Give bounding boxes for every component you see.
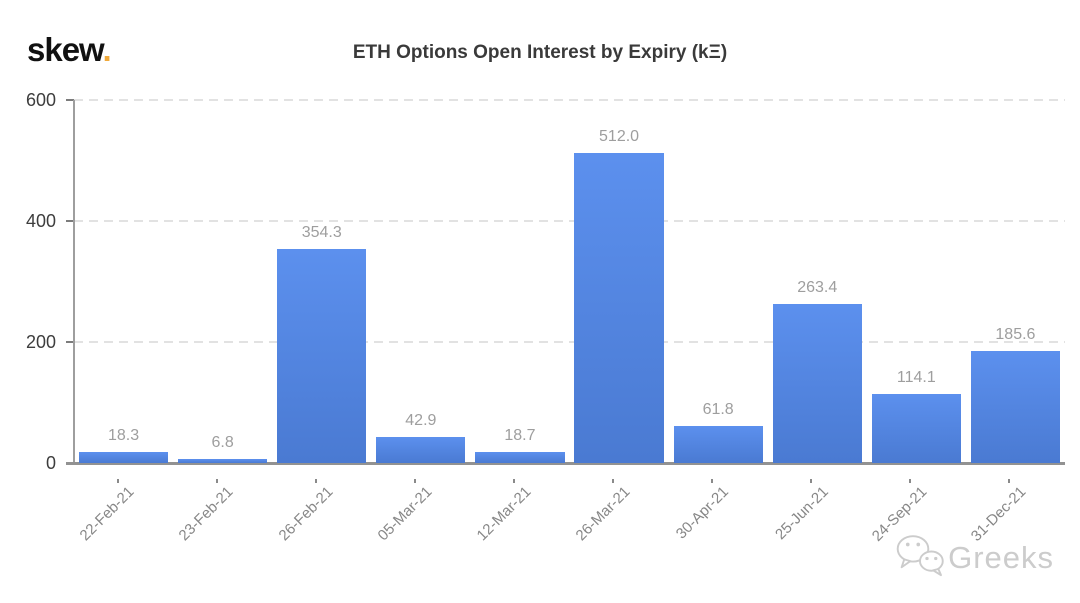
bar-value-label: 6.8: [211, 433, 234, 451]
y-axis-tick-label: 400: [25, 211, 56, 231]
x-axis-tick: [909, 479, 912, 483]
x-axis-label-text: 23-Feb-21: [175, 483, 237, 545]
bar-value-label: 18.3: [107, 426, 140, 444]
gridline-200: [74, 341, 1065, 343]
bar: [574, 153, 664, 463]
y-axis-tick: [66, 220, 74, 222]
y-axis-tick: [66, 99, 74, 101]
bar-slot: 6.8: [173, 100, 272, 463]
watermark: Greeks: [892, 531, 1054, 584]
bar-slot: 185.6: [966, 100, 1065, 463]
x-axis-tick: [314, 479, 317, 483]
bar-value-label: 18.7: [504, 426, 536, 444]
bar: [78, 451, 169, 463]
y-axis-tick: [66, 341, 74, 343]
x-axis-label-text: 22-Feb-21: [76, 483, 138, 545]
bar-slot: 114.1: [867, 100, 966, 463]
x-axis-label-text: 26-Feb-21: [275, 483, 337, 545]
x-axis-tick: [1008, 479, 1011, 483]
bar-value-label: 185.6: [995, 325, 1036, 343]
bar-slot: 263.4: [768, 100, 867, 463]
bar-slot: 18.7: [470, 100, 569, 463]
bar: [871, 393, 961, 463]
gridline-600: [74, 99, 1065, 101]
bar: [475, 451, 565, 463]
gridline-400: [74, 220, 1065, 222]
bar-value-label: 114.1: [896, 368, 936, 386]
x-axis-tick: [810, 479, 813, 483]
watermark-text: Greeks: [948, 539, 1054, 575]
bar-value-label: 42.9: [405, 412, 437, 430]
x-axis-label-text: 25-Jun-21: [771, 483, 832, 544]
bar-value-label: 61.8: [702, 400, 734, 418]
bar-slot: 18.3: [74, 100, 173, 463]
y-axis-line: [73, 100, 75, 463]
bar-value-label: 512.0: [599, 128, 640, 146]
bar-slot: 354.3: [272, 100, 371, 463]
skew-logo-text: skew: [27, 31, 104, 68]
bar-value-label: 263.4: [797, 278, 838, 296]
x-axis-label-text: 26-Mar-21: [572, 483, 634, 545]
x-axis-tick: [116, 479, 119, 483]
chart-title: ETH Options Open Interest by Expiry (kΞ): [352, 42, 728, 63]
x-axis-label-text: 05-Mar-21: [374, 483, 436, 545]
x-axis-tick: [612, 479, 615, 483]
bar: [772, 303, 862, 463]
y-axis-tick-label: 200: [25, 332, 56, 352]
bar-slot: 512.0: [570, 100, 669, 463]
x-axis-tick: [512, 479, 515, 483]
y-axis-tick-label: 600: [25, 90, 56, 110]
bar: [970, 350, 1061, 463]
bar: [277, 248, 367, 463]
bar: [178, 458, 268, 463]
bar-slot: 42.9: [371, 100, 470, 463]
skew-logo: skew.: [27, 31, 112, 68]
x-axis-tick: [413, 479, 416, 483]
x-axis-tick: [215, 479, 218, 483]
bar: [376, 437, 466, 463]
skew-logo-dot: .: [102, 31, 112, 68]
x-axis-label-text: 12-Mar-21: [473, 483, 535, 545]
bar-value-label: 354.3: [301, 223, 342, 241]
wechat-icon: [892, 531, 948, 584]
x-axis-line: [66, 462, 1065, 465]
y-axis-tick-label: 0: [45, 453, 56, 473]
bar-slot: 61.8: [669, 100, 768, 463]
bar: [673, 425, 763, 463]
x-axis-tick: [711, 479, 714, 483]
x-axis-label-text: 30-Apr-21: [673, 483, 733, 543]
